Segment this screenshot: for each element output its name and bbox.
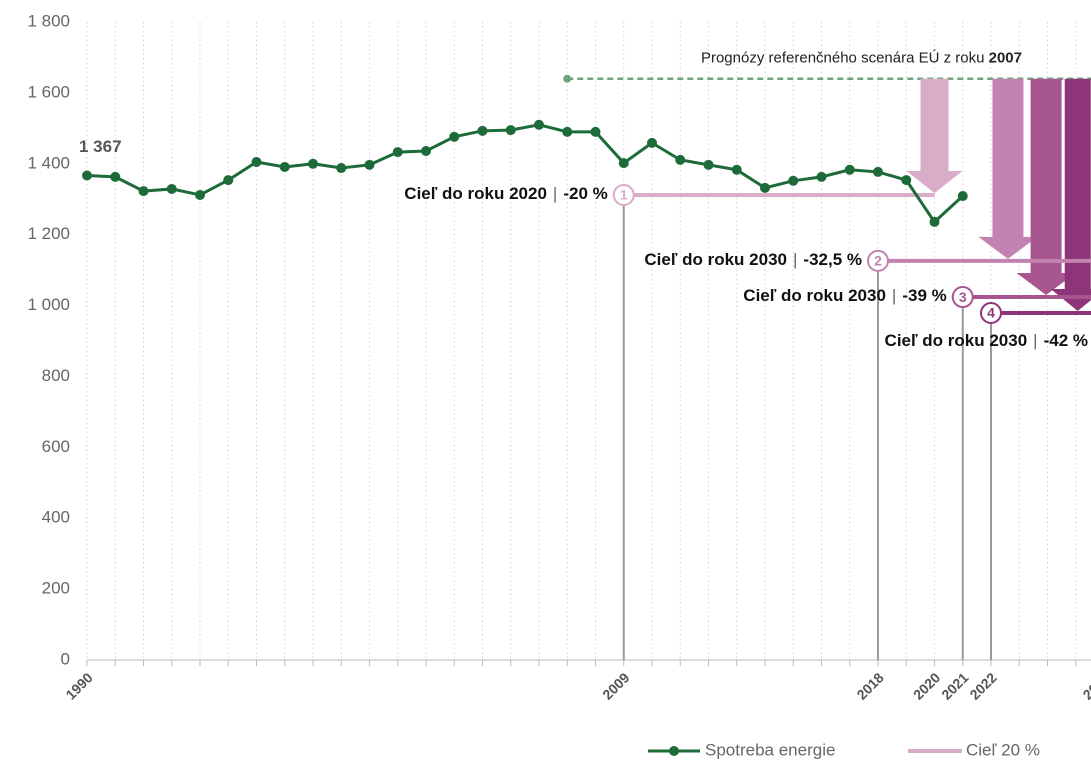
x-tick-label: 2020 [910, 669, 943, 702]
y-tick-label: 0 [61, 649, 70, 668]
point [957, 191, 968, 202]
point [534, 119, 544, 130]
point [675, 154, 686, 165]
x-tick-label: 2022 [966, 669, 999, 702]
point [364, 159, 375, 170]
target-label: Cieľ do roku 2020 | -20 % [404, 184, 607, 203]
target-name: Cieľ do roku 2030 [644, 250, 787, 269]
target-label: Cieľ do roku 2030 | -32,5 % [644, 250, 862, 269]
forecast-text: Prognózy referenčného scenára EÚ z roku [701, 50, 984, 67]
point [82, 170, 92, 181]
point [166, 183, 177, 194]
point [703, 159, 714, 170]
y-tick-label: 400 [42, 508, 70, 527]
target-number: 1 [620, 187, 628, 203]
legend-label: Spotreba energie [705, 740, 835, 759]
point [251, 157, 262, 168]
point [505, 125, 516, 136]
target-number: 2 [874, 253, 882, 269]
point [618, 158, 629, 169]
target-label: Cieľ do roku 2030 | -42 % [885, 331, 1088, 350]
y-tick-label: 1 800 [27, 11, 70, 30]
target-badge [951, 286, 974, 309]
target-label: Cieľ do roku 2030 | -39 % [743, 287, 946, 306]
separator: | [793, 250, 797, 269]
point [138, 186, 149, 197]
data-label: 1 367 [79, 137, 122, 156]
target-pct: -39 % [902, 287, 946, 306]
point [449, 131, 460, 142]
forecast-label: Prognózy referenčného scenára EÚ z roku … [701, 50, 1022, 67]
y-tick-label: 600 [42, 437, 70, 456]
x-tick-label: 1990 [62, 669, 95, 702]
target-badge [980, 301, 1002, 324]
forecast-dot [563, 74, 572, 83]
x-tick-label: 2009 [599, 669, 632, 702]
y-tick-label: 1 400 [27, 153, 70, 172]
point [110, 171, 121, 182]
target-number: 3 [959, 289, 967, 305]
x-tick-label: 2021 [938, 669, 971, 702]
point [195, 189, 205, 200]
target-pct: -32,5 % [803, 250, 862, 269]
target-name: Cieľ do roku 2030 [885, 331, 1028, 350]
y-tick-label: 1 000 [27, 295, 70, 314]
separator: | [1033, 331, 1037, 350]
separator: | [553, 184, 557, 203]
target-pct: -20 % [563, 184, 607, 203]
legend-label: Cieľ 20 % [966, 740, 1040, 759]
point [477, 125, 488, 136]
target-arrow [1016, 78, 1076, 296]
point [816, 171, 827, 182]
target-number: 4 [987, 305, 995, 321]
point [929, 216, 940, 227]
point [873, 166, 883, 177]
point [392, 147, 403, 158]
target-arrow [906, 78, 963, 193]
point [421, 146, 431, 157]
y-tick-label: 200 [42, 579, 70, 598]
point [901, 175, 912, 186]
point [844, 164, 855, 175]
point [788, 175, 799, 186]
target-name: Cieľ do roku 2030 [743, 287, 886, 306]
forecast-year: 2007 [989, 50, 1022, 67]
point [760, 182, 770, 193]
target-badge [867, 249, 889, 272]
target-badge [612, 183, 635, 206]
y-tick-label: 800 [42, 366, 70, 385]
y-tick-label: 1 200 [27, 224, 70, 243]
point [279, 161, 290, 172]
target-name: Cieľ do roku 2020 [404, 184, 547, 203]
point [647, 137, 657, 148]
separator: | [892, 287, 896, 306]
point [562, 126, 573, 137]
target-arrow [1050, 78, 1091, 311]
y-tick-label: 1 600 [27, 82, 70, 101]
point [731, 164, 742, 175]
point [590, 126, 601, 137]
point [336, 163, 347, 174]
x-tick-label: 2018 [853, 669, 886, 702]
legend-swatch-dot [669, 746, 679, 756]
target-pct: -42 % [1044, 331, 1088, 350]
line-series [86, 123, 964, 225]
x-tick-label: 2030 [1079, 669, 1091, 702]
point [223, 175, 234, 186]
point [308, 158, 318, 169]
target-arrow [978, 78, 1038, 259]
